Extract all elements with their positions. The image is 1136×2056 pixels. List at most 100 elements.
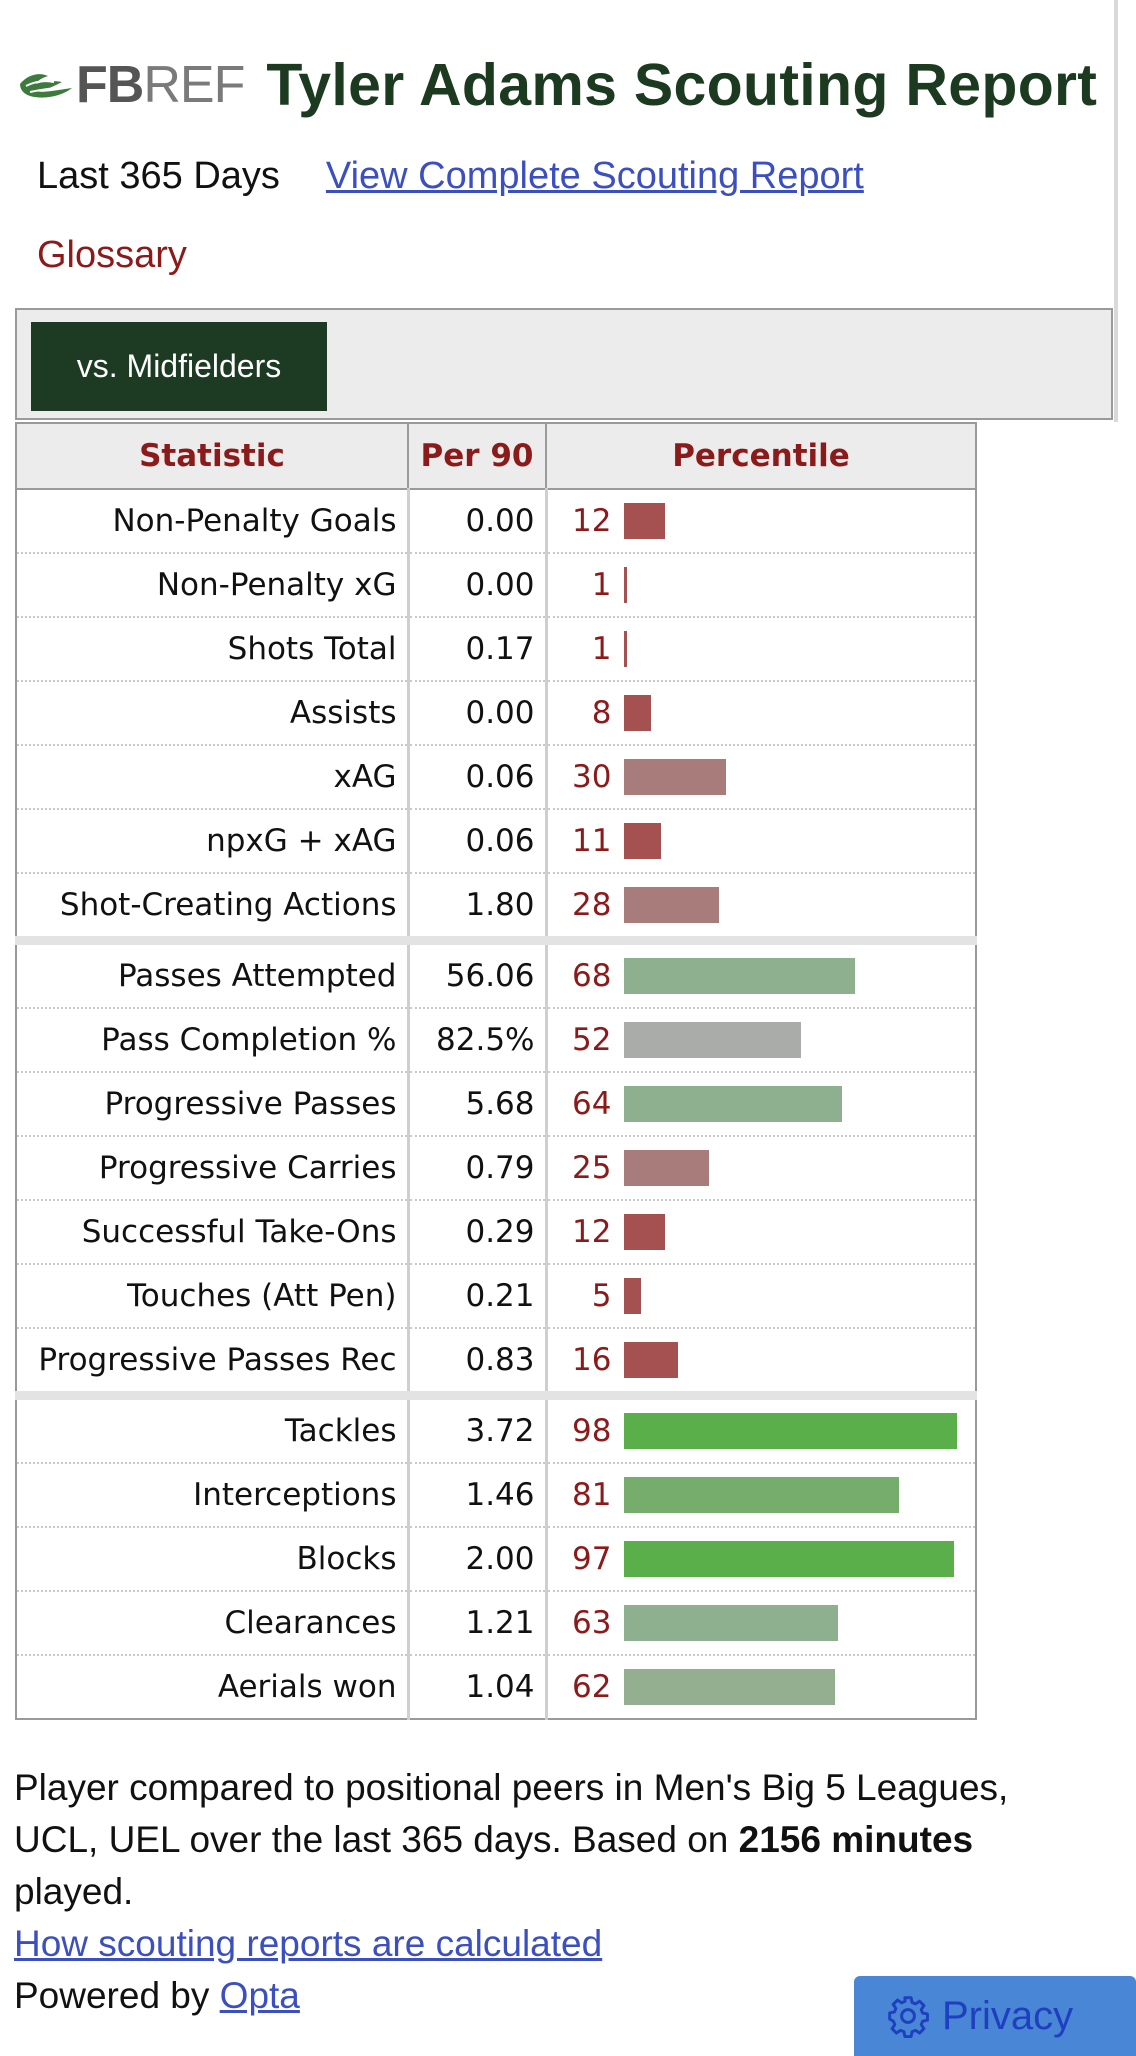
percentile-value: 98 xyxy=(572,1413,612,1449)
stat-name: Progressive Passes xyxy=(15,1072,410,1137)
stat-name: npxG + xAG xyxy=(15,809,410,874)
complete-report-link[interactable]: View Complete Scouting Report xyxy=(325,155,864,197)
percentile-bar xyxy=(623,1022,801,1058)
per90-value: 0.00 xyxy=(408,553,548,618)
percentile-value: 68 xyxy=(572,958,612,994)
percentile-bar xyxy=(623,1669,835,1705)
percentile-value: 52 xyxy=(572,1022,612,1058)
opta-link[interactable]: Opta xyxy=(219,1975,300,2016)
table-row: Non-Penalty Goals 0.00 12 xyxy=(15,489,977,554)
percentile-value: 28 xyxy=(572,887,612,923)
percentile-cell: 28 xyxy=(546,873,977,942)
table-row: Interceptions 1.46 81 xyxy=(15,1463,977,1528)
gear-icon xyxy=(888,1996,929,2038)
table-header-row: Statistic Per 90 Percentile xyxy=(15,422,977,490)
stat-name: Clearances xyxy=(15,1591,410,1656)
glossary-toggle[interactable]: Glossary xyxy=(37,234,187,276)
per90-value: 0.17 xyxy=(408,617,548,682)
table-row: Shot-Creating Actions 1.80 28 xyxy=(15,873,977,942)
report-subnav: Last 365 Days View Complete Scouting Rep… xyxy=(37,155,864,198)
percentile-cell: 97 xyxy=(546,1527,977,1592)
vs-midfielders-button[interactable]: vs. Midfielders xyxy=(31,322,327,411)
percentile-cell: 30 xyxy=(546,745,977,810)
table-row: Clearances 1.21 63 xyxy=(15,1591,977,1656)
stat-name: Successful Take-Ons xyxy=(15,1200,410,1265)
per90-value: 1.04 xyxy=(408,1655,548,1720)
table-row: Progressive Passes Rec 0.83 16 xyxy=(15,1328,977,1397)
percentile-bar xyxy=(623,887,719,923)
per90-value: 3.72 xyxy=(408,1391,548,1464)
percentile-bar xyxy=(623,958,855,994)
scouting-table: Statistic Per 90 Percentile Non-Penalty … xyxy=(15,422,977,1720)
stat-name: xAG xyxy=(15,745,410,810)
minutes-played: 2156 minutes xyxy=(738,1819,974,1860)
per90-value: 2.00 xyxy=(408,1527,548,1592)
per90-value: 1.46 xyxy=(408,1463,548,1528)
percentile-cell: 11 xyxy=(546,809,977,874)
stat-name: Blocks xyxy=(15,1527,410,1592)
percentile-cell: 16 xyxy=(546,1328,977,1397)
header-statistic[interactable]: Statistic xyxy=(15,422,409,490)
percentile-value: 8 xyxy=(591,695,612,731)
table-row: Assists 0.00 8 xyxy=(15,681,977,746)
percentile-value: 12 xyxy=(572,1214,612,1250)
table-row: Passes Attempted 56.06 68 xyxy=(15,936,977,1009)
table-row: Blocks 2.00 97 xyxy=(15,1527,977,1592)
per90-value: 0.00 xyxy=(408,681,548,746)
percentile-bar xyxy=(623,823,661,859)
percentile-cell: 25 xyxy=(546,1136,977,1201)
table-row: npxG + xAG 0.06 11 xyxy=(15,809,977,874)
table-row: Successful Take-Ons 0.29 12 xyxy=(15,1200,977,1265)
stat-name: Assists xyxy=(15,681,410,746)
header-per90[interactable]: Per 90 xyxy=(407,422,547,490)
stat-name: Shot-Creating Actions xyxy=(15,873,410,942)
fbref-leaf-icon xyxy=(20,74,72,98)
stat-name: Non-Penalty xG xyxy=(15,553,410,618)
stat-name: Shots Total xyxy=(15,617,410,682)
per90-value: 0.21 xyxy=(408,1264,548,1329)
percentile-value: 81 xyxy=(572,1477,612,1513)
comparison-note: Player compared to positional peers in M… xyxy=(14,1762,1094,1918)
per90-value: 0.06 xyxy=(408,809,548,874)
percentile-bar xyxy=(623,1342,678,1378)
percentile-bar xyxy=(623,695,651,731)
period-label: Last 365 Days xyxy=(37,155,280,197)
percentile-bar xyxy=(623,1278,641,1314)
stat-name: Passes Attempted xyxy=(15,936,410,1009)
note-suffix: played. xyxy=(14,1871,134,1912)
percentile-value: 1 xyxy=(591,567,612,603)
percentile-value: 16 xyxy=(572,1342,612,1378)
per90-value: 0.83 xyxy=(408,1328,548,1397)
powered-by: Powered by Opta xyxy=(14,1970,1094,2022)
stat-name: Aerials won xyxy=(15,1655,410,1720)
fbref-logo[interactable]: FBREF xyxy=(18,56,245,114)
table-row: Non-Penalty xG 0.00 1 xyxy=(15,553,977,618)
percentile-bar xyxy=(623,1413,957,1449)
table-body: Non-Penalty Goals 0.00 12 Non-Penalty xG 0.0… xyxy=(15,489,977,1720)
percentile-bar xyxy=(623,631,627,667)
per90-value: 1.21 xyxy=(408,1591,548,1656)
how-calculated-link[interactable]: How scouting reports are calculated xyxy=(14,1923,603,1964)
percentile-value: 62 xyxy=(572,1669,612,1705)
per90-value: 82.5% xyxy=(408,1008,548,1073)
percentile-bar xyxy=(623,503,665,539)
scouting-table-wrapper: Statistic Per 90 Percentile Non-Penalty … xyxy=(15,422,977,1720)
per90-value: 5.68 xyxy=(408,1072,548,1137)
stat-name: Interceptions xyxy=(15,1463,410,1528)
powered-by-text: Powered by xyxy=(14,1975,220,2016)
percentile-cell: 5 xyxy=(546,1264,977,1329)
fbref-wordmark: FBREF xyxy=(76,56,245,114)
percentile-cell: 1 xyxy=(546,553,977,618)
percentile-value: 25 xyxy=(572,1150,612,1186)
header-percentile[interactable]: Percentile xyxy=(545,422,977,490)
percentile-value: 11 xyxy=(572,823,612,859)
percentile-cell: 62 xyxy=(546,1655,977,1720)
table-row: Aerials won 1.04 62 xyxy=(15,1655,977,1720)
table-row: Progressive Carries 0.79 25 xyxy=(15,1136,977,1201)
table-row: Tackles 3.72 98 xyxy=(15,1391,977,1464)
table-row: Shots Total 0.17 1 xyxy=(15,617,977,682)
page-right-border xyxy=(1114,0,1118,422)
privacy-button[interactable]: Privacy xyxy=(854,1976,1136,2056)
percentile-cell: 64 xyxy=(546,1072,977,1137)
per90-value: 0.29 xyxy=(408,1200,548,1265)
